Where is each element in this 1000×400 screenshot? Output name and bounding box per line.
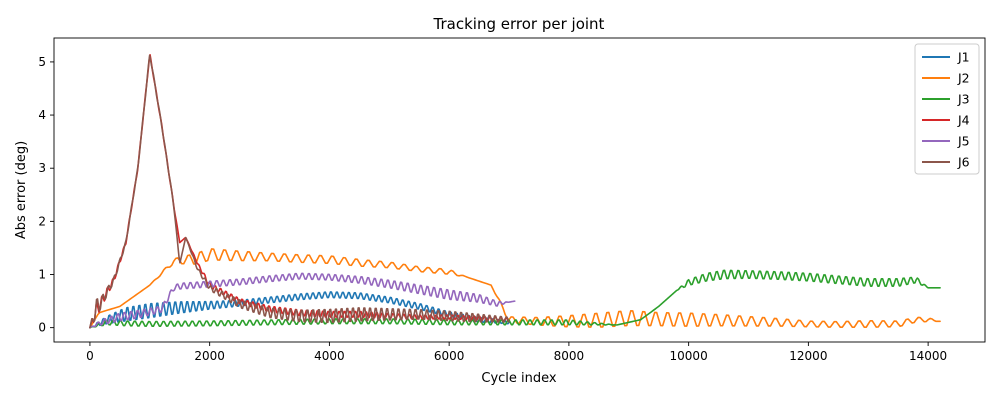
y-tick-label: 3 [38,161,46,175]
y-tick-label: 0 [38,321,46,335]
series-line-j2 [89,248,941,329]
y-tick-label: 5 [38,55,46,69]
y-axis-label: Abs error (deg) [14,141,29,239]
legend-label-j6: J6 [957,155,970,170]
y-tick-label: 1 [38,268,46,282]
y-tick-label: 4 [38,108,46,122]
series-line-j3 [89,269,941,329]
legend-label-j4: J4 [957,113,970,128]
x-axis-label: Cycle index [481,371,557,386]
series-line-j1 [89,291,510,329]
series-line-j5 [89,272,516,329]
series-layer [89,54,941,329]
plot-area [89,54,941,329]
legend-label-j1: J1 [957,50,970,65]
x-tick-label: 0 [86,349,94,363]
x-tick-label: 8000 [554,349,585,363]
x-tick-label: 6000 [434,349,465,363]
x-tick-label: 12000 [789,349,827,363]
series-line-j4 [89,54,510,329]
x-axis: 0 2000 4000 6000 8000 10000 12000 14000 [86,342,947,363]
x-tick-label: 2000 [194,349,225,363]
y-tick-label: 2 [38,214,46,228]
series-line-j6 [89,54,510,329]
legend-label-j5: J5 [957,134,970,149]
legend-label-j2: J2 [957,71,970,86]
legend: J1 J2 J3 J4 J5 J6 [914,43,980,175]
x-tick-label: 4000 [314,349,345,363]
x-tick-label: 14000 [909,349,947,363]
x-tick-label: 10000 [670,349,708,363]
plot-frame [53,37,986,343]
legend-label-j3: J3 [957,92,970,107]
chart-title: Tracking error per joint [433,15,605,33]
y-axis: 0 1 2 3 4 5 [38,55,54,335]
